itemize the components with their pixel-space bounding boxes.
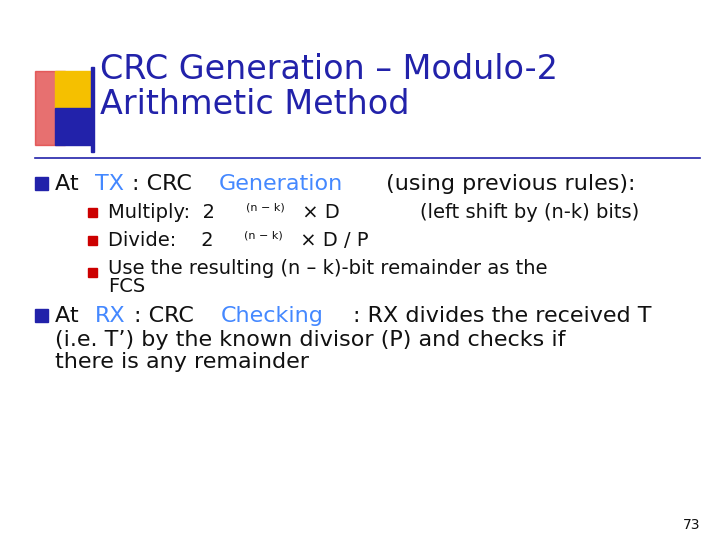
Bar: [91, 67, 94, 152]
Text: (i.e. T’) by the known divisor (P) and checks if: (i.e. T’) by the known divisor (P) and c…: [55, 330, 565, 350]
Text: TX: TX: [94, 174, 124, 194]
Bar: [88, 236, 97, 245]
Text: Multiply:  2: Multiply: 2: [108, 204, 215, 222]
Text: : CRC: : CRC: [132, 174, 199, 194]
Bar: [55, 108, 92, 145]
Text: 73: 73: [683, 518, 700, 532]
Text: (n − k): (n − k): [244, 230, 283, 240]
Text: (left shift by (n-k) bits): (left shift by (n-k) bits): [420, 204, 639, 222]
Text: CRC Generation – Modulo-2: CRC Generation – Modulo-2: [100, 53, 558, 86]
Text: × D: × D: [296, 204, 340, 222]
Bar: [55, 71, 92, 108]
Text: × D / P: × D / P: [294, 232, 369, 251]
Text: Use the resulting (n – k)-bit remainder as the: Use the resulting (n – k)-bit remainder …: [108, 260, 547, 279]
Bar: [88, 208, 97, 217]
Text: : RX divides the received T: : RX divides the received T: [354, 306, 652, 326]
Bar: [88, 268, 97, 277]
Text: At: At: [55, 174, 86, 194]
Bar: [35, 71, 65, 145]
Text: there is any remainder: there is any remainder: [55, 352, 309, 372]
Text: (n − k): (n − k): [246, 202, 285, 212]
Text: Generation: Generation: [219, 174, 343, 194]
Text: : CRC: : CRC: [134, 306, 201, 326]
Text: Checking: Checking: [220, 306, 323, 326]
Bar: [35, 177, 48, 190]
Text: Arithmetic Method: Arithmetic Method: [100, 88, 410, 121]
Text: Divide:    2: Divide: 2: [108, 232, 214, 251]
Text: RX: RX: [94, 306, 125, 326]
Text: At: At: [55, 306, 86, 326]
Bar: [35, 309, 48, 322]
Text: FCS: FCS: [108, 278, 145, 296]
Text: (using previous rules):: (using previous rules):: [379, 174, 635, 194]
